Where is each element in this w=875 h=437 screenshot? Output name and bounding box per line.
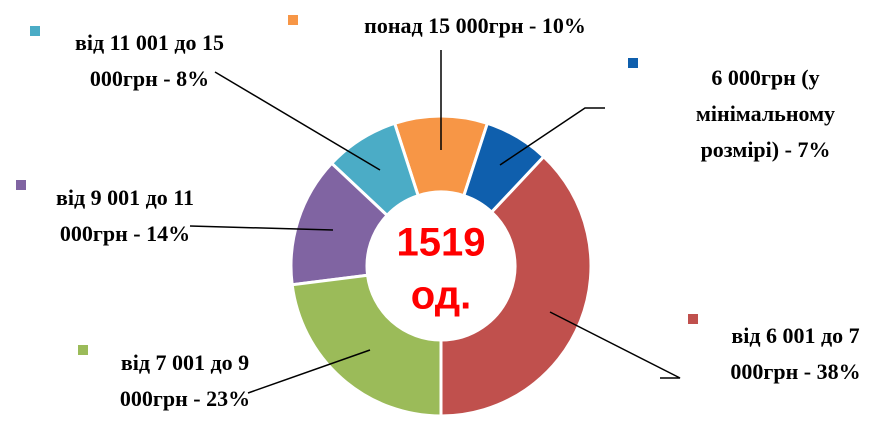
data-label: від 7 001 до 9 000грн - 23% — [100, 345, 270, 417]
value-label: 14% — [146, 221, 191, 246]
category-label: від 7 001 до 9 000грн - — [119, 350, 250, 411]
legend-swatch — [16, 180, 26, 190]
donut-segment — [290, 273, 443, 418]
category-label: 6 000грн (у мінімальному розмірі) - — [695, 65, 836, 162]
legend-swatch — [288, 15, 298, 25]
data-label: від 9 001 до 11 000грн - 14% — [40, 180, 210, 252]
center-unit: од. — [411, 274, 471, 318]
value-label: 7% — [797, 137, 831, 162]
category-label: від 9 001 до 11 000грн - — [55, 185, 195, 246]
value-label: 23% — [206, 386, 251, 411]
data-label: від 11 001 до 15 000грн - 8% — [62, 25, 237, 97]
leader-line — [214, 71, 381, 171]
legend-swatch — [30, 26, 40, 36]
legend-swatch — [628, 58, 638, 68]
value-label: 8% — [176, 66, 210, 91]
category-label: понад 15 000грн - — [364, 13, 537, 38]
legend-swatch — [78, 345, 88, 355]
value-label: 10% — [541, 13, 586, 38]
center-total: 1519 — [397, 221, 486, 265]
data-label: від 6 001 до 7 000грн - 38% — [708, 318, 875, 390]
data-label: понад 15 000грн - 10% — [325, 8, 625, 44]
donut-segment — [461, 121, 546, 215]
donut-segment — [329, 121, 421, 218]
category-label: від 6 001 до 7 000грн - — [730, 323, 860, 384]
data-label: 6 000грн (у мінімальному розмірі) - 7% — [668, 60, 863, 168]
leader-line — [499, 107, 605, 166]
category-label: від 11 001 до 15 000грн - — [74, 30, 225, 91]
leader-line — [247, 349, 371, 394]
value-label: 38% — [816, 359, 861, 384]
leader-line — [189, 225, 334, 231]
donut-segment — [289, 161, 390, 287]
legend-swatch — [688, 314, 698, 324]
leader-line — [549, 311, 681, 379]
donut-segment — [439, 154, 593, 418]
